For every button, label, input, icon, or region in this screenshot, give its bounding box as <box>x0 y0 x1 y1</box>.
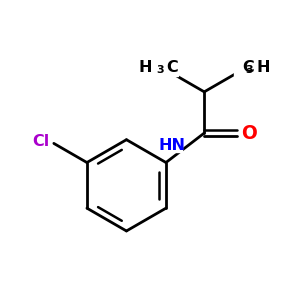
Text: C: C <box>166 60 178 75</box>
Text: 3: 3 <box>156 65 164 75</box>
Bar <box>241 125 257 141</box>
Text: C: C <box>242 60 254 75</box>
Text: HN: HN <box>158 138 185 153</box>
Bar <box>234 61 263 76</box>
Text: 3: 3 <box>246 65 253 75</box>
Bar <box>30 135 51 148</box>
Text: H: H <box>139 60 152 75</box>
Text: H: H <box>256 60 270 75</box>
Text: Cl: Cl <box>32 134 49 149</box>
Bar <box>161 139 182 152</box>
Bar <box>148 61 178 76</box>
Text: O: O <box>241 124 257 142</box>
